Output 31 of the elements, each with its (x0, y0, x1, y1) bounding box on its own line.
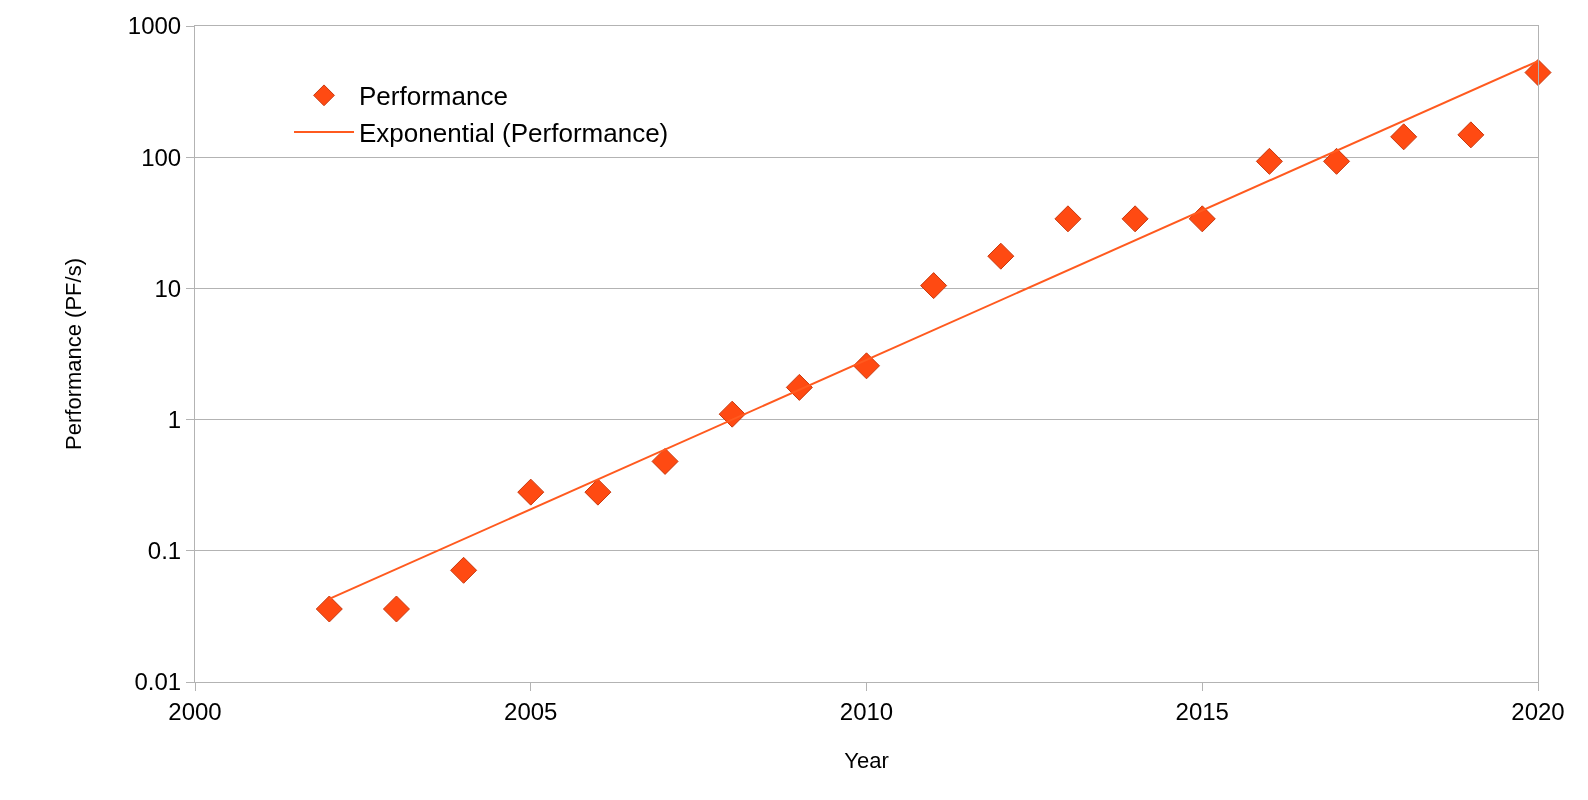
point (1121, 205, 1149, 233)
x-tick-label: 2000 (168, 697, 222, 725)
point (1390, 123, 1418, 151)
point (1188, 205, 1216, 233)
x-tick-label: 2020 (1511, 697, 1565, 725)
point (1524, 59, 1552, 87)
y-tick-label: 0.1 (147, 537, 182, 565)
point (517, 478, 545, 506)
point (1457, 121, 1485, 149)
y-tick-label: 1 (167, 406, 182, 433)
x-tick-label: 2005 (504, 697, 558, 725)
x-tick-label: 2010 (839, 697, 894, 725)
point (584, 478, 612, 506)
y-tick-label: 100 (141, 143, 182, 171)
legend-label: Exponential (Performance) (359, 118, 669, 149)
y-tick-label: 10 (154, 274, 182, 302)
point (920, 272, 948, 300)
point (315, 595, 343, 623)
x-axis-title: Year (844, 747, 889, 773)
x-tick-label: 2015 (1175, 697, 1229, 725)
point (1054, 205, 1082, 233)
point (1323, 147, 1351, 175)
legend-label: Performance (359, 81, 508, 112)
point (1255, 147, 1283, 175)
y-axis-title: Performance (PF/s) (60, 258, 86, 450)
y-tick-label: 0.01 (134, 668, 182, 696)
point (651, 447, 679, 475)
point (382, 595, 410, 623)
point (987, 242, 1015, 270)
point (450, 556, 478, 584)
y-tick-label: 1000 (127, 12, 182, 40)
